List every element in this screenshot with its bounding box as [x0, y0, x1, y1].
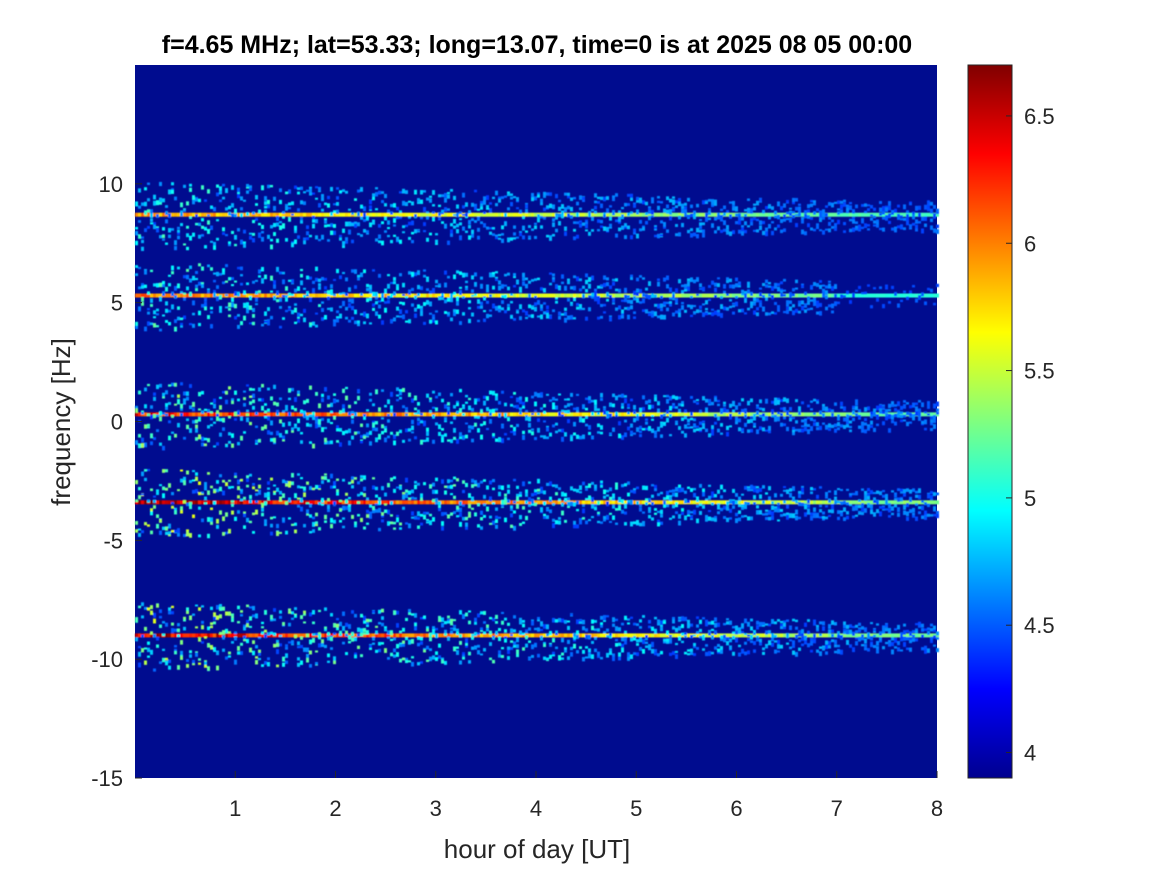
y-tick-label: 0: [111, 410, 123, 435]
signal-band: [135, 382, 939, 451]
y-axis-label: frequency [Hz]: [46, 338, 76, 506]
x-tick-label: 7: [831, 796, 843, 821]
signal-band: [135, 263, 939, 332]
signal-band: [135, 181, 939, 252]
y-tick-label: 5: [111, 291, 123, 316]
x-tick-label: 1: [229, 796, 241, 821]
x-tick-label: 2: [329, 796, 341, 821]
x-tick-label: 3: [430, 796, 442, 821]
chart-title: f=4.65 MHz; lat=53.33; long=13.07, time=…: [162, 31, 912, 59]
signal-bands: [135, 181, 939, 672]
y-tick-label: -15: [91, 766, 123, 791]
x-axis-ticks: 1 2 3 4 5 6 7 8: [229, 771, 943, 821]
y-tick-label: 10: [99, 172, 123, 197]
colorbar-tick-label: 4: [1024, 741, 1036, 766]
y-tick-label: -5: [103, 528, 123, 553]
signal-band: [135, 602, 939, 672]
colorbar-tick-label: 6: [1024, 231, 1036, 256]
x-tick-label: 5: [630, 796, 642, 821]
x-tick-label: 8: [931, 796, 943, 821]
x-tick-label: 4: [530, 796, 542, 821]
y-tick-label: -10: [91, 647, 123, 672]
colorbar-tick-label: 4.5: [1024, 613, 1055, 638]
x-tick-label: 6: [730, 796, 742, 821]
colorbar-tick-label: 5: [1024, 486, 1036, 511]
signal-band: [135, 468, 939, 539]
colorbar-tick-label: 5.5: [1024, 359, 1055, 384]
plot-area: [135, 65, 937, 778]
x-axis-label: hour of day [UT]: [444, 834, 630, 864]
colorbar: [967, 64, 1013, 779]
colorbar-tick-label: 6.5: [1024, 104, 1055, 129]
colorbar-ticks: 4 4.5 5 5.5 6 6.5: [1006, 104, 1055, 766]
y-axis-ticks: -15 -10 -5 0 5 10: [91, 172, 142, 791]
